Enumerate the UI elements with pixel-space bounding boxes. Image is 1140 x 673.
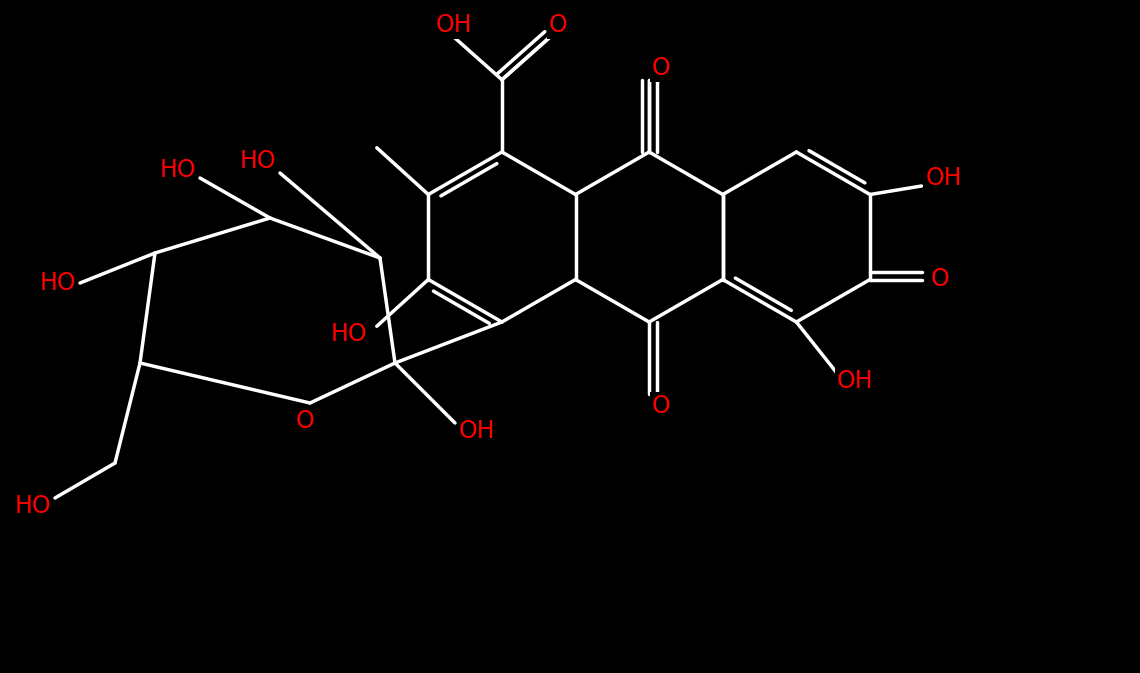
- Text: OH: OH: [837, 369, 873, 393]
- Text: OH: OH: [926, 166, 962, 190]
- Text: OH: OH: [458, 419, 495, 443]
- Text: O: O: [548, 13, 568, 37]
- Text: O: O: [295, 409, 315, 433]
- Text: HO: HO: [40, 271, 76, 295]
- Text: O: O: [930, 267, 948, 291]
- Text: HO: HO: [15, 494, 51, 518]
- Text: HO: HO: [331, 322, 367, 346]
- Text: HO: HO: [239, 149, 276, 173]
- Text: O: O: [652, 56, 670, 79]
- Text: HO: HO: [160, 158, 196, 182]
- Text: O: O: [652, 394, 670, 418]
- Text: OH: OH: [435, 13, 472, 37]
